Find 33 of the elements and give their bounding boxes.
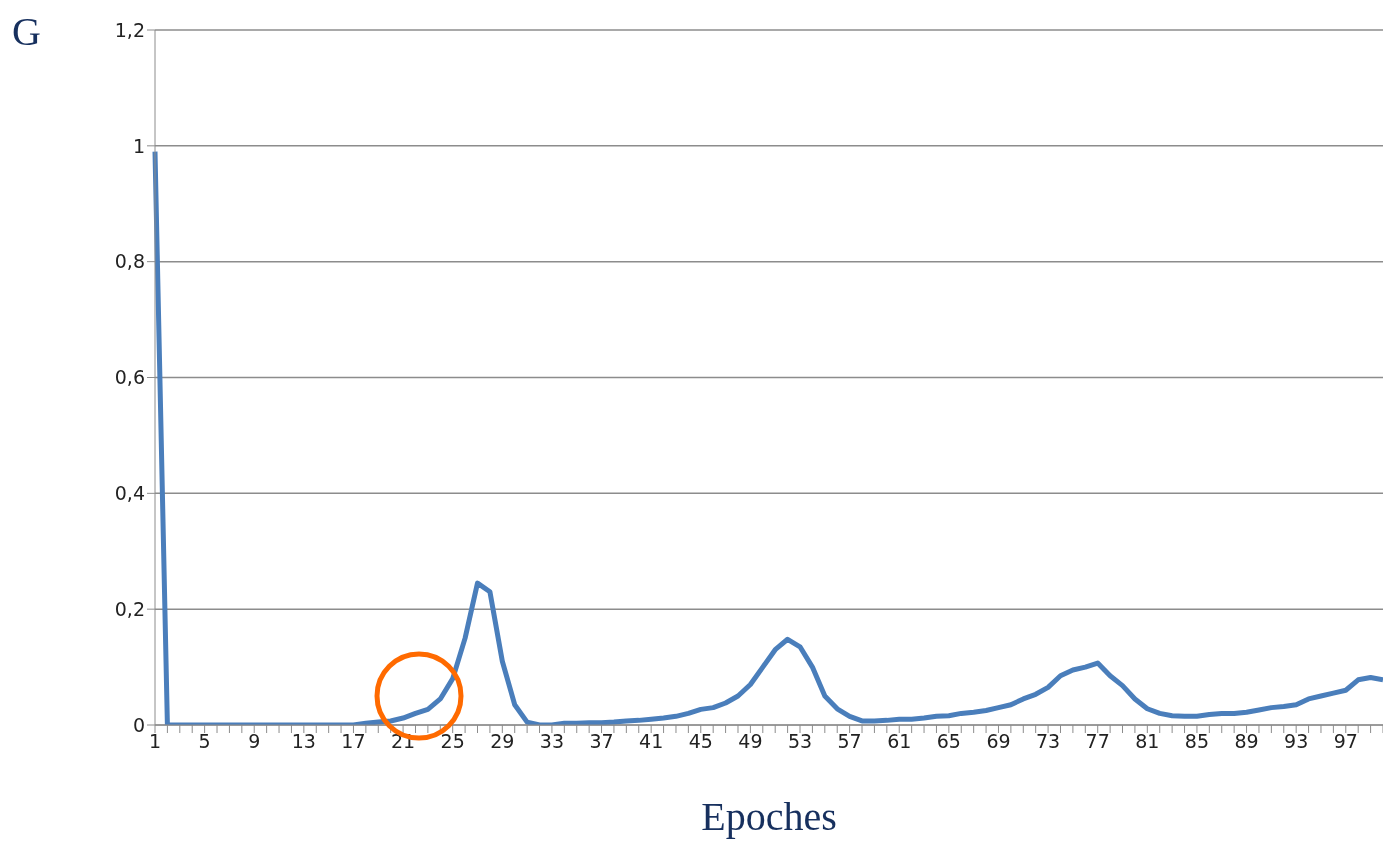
y-tick-label: 0	[132, 713, 145, 736]
y-tick-label: 1	[132, 134, 145, 157]
x-tick-label: 13	[291, 730, 316, 753]
x-tick-label: 69	[986, 730, 1011, 753]
x-tick-label: 9	[248, 730, 261, 753]
x-tick-label: 81	[1135, 730, 1160, 753]
y-tick-label: 0,2	[114, 597, 145, 620]
x-tick-label: 1	[148, 730, 162, 753]
x-tick-label: 5	[198, 730, 211, 753]
x-tick-label: 85	[1184, 730, 1210, 753]
x-tick-label: 53	[787, 730, 813, 753]
x-tick-label: 61	[887, 730, 912, 753]
y-tick-label: 0,6	[114, 366, 145, 389]
x-tick-label: 45	[688, 730, 713, 753]
y-axis-title: G	[12, 8, 41, 55]
x-tick-label: 89	[1234, 730, 1259, 753]
x-tick-label: 29	[490, 730, 515, 753]
y-tick-label: 0,8	[114, 250, 145, 273]
x-tick-label: 93	[1284, 730, 1309, 753]
y-tick-label: 1,2	[114, 18, 145, 41]
y-tick-label: 0,4	[114, 482, 145, 505]
x-tick-label: 65	[936, 730, 961, 753]
x-axis-title: Epoches	[701, 794, 837, 839]
x-tick-label: 17	[341, 730, 366, 753]
x-tick-label: 77	[1085, 730, 1110, 753]
x-tick-label: 97	[1333, 730, 1358, 753]
x-tick-label: 25	[440, 730, 465, 753]
x-tick-label: 37	[589, 730, 614, 753]
x-tick-label: 33	[539, 730, 565, 753]
x-tick-label: 57	[837, 730, 862, 753]
x-tick-label: 49	[738, 730, 763, 753]
x-tick-label: 73	[1036, 730, 1061, 753]
x-tick-label: 41	[639, 730, 664, 753]
